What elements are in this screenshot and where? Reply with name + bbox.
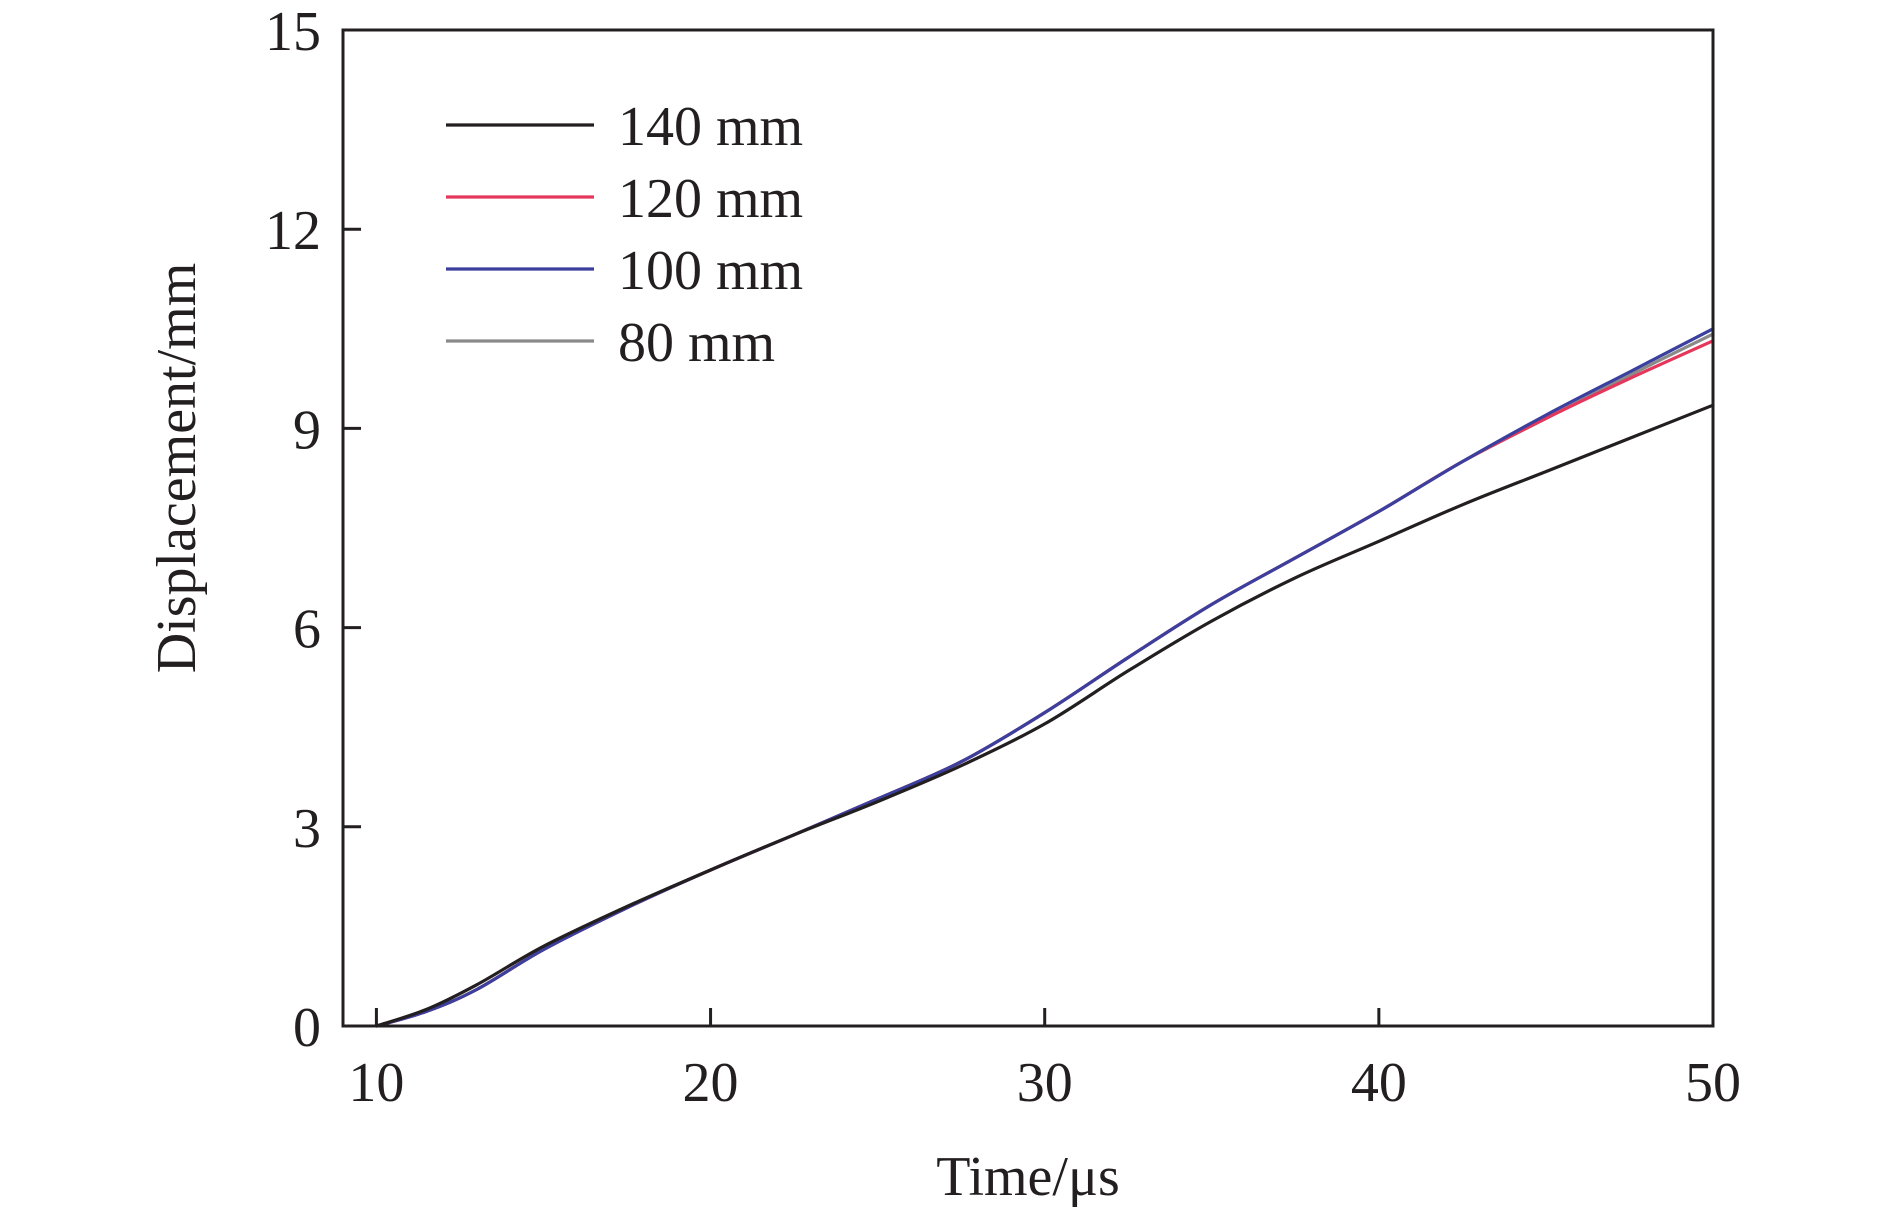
- plot-frame: [341, 28, 1715, 1028]
- y-tick-label: 3: [293, 798, 321, 860]
- legend: 140 mm 120 mm 100 mm 80 mm: [446, 96, 803, 374]
- x-tick-label: 10: [348, 1052, 404, 1114]
- series-layer: [374, 327, 1715, 1028]
- legend-label: 140 mm: [618, 96, 803, 158]
- x-tick-label: 20: [683, 1052, 739, 1114]
- x-axis-label: Time/μs: [936, 1146, 1120, 1208]
- y-tick-label: 9: [293, 399, 321, 461]
- y-tick-label: 6: [293, 599, 321, 661]
- y-axis-label: Displacement/mm: [146, 263, 208, 674]
- legend-label: 80 mm: [618, 312, 775, 374]
- series-line: [374, 403, 1715, 1028]
- legend-label: 100 mm: [618, 240, 803, 302]
- legend-label: 120 mm: [618, 168, 803, 230]
- y-tick-label: 15: [265, 1, 321, 63]
- series-line: [374, 332, 1715, 1028]
- y-tick-label: 0: [293, 997, 321, 1059]
- y-tick-label: 12: [265, 200, 321, 262]
- x-tick-label: 30: [1017, 1052, 1073, 1114]
- x-tick-label: 40: [1351, 1052, 1407, 1114]
- series-line: [374, 327, 1715, 1028]
- x-tick-label: 50: [1685, 1052, 1741, 1114]
- series-line: [374, 339, 1715, 1028]
- tick-layer: 10 20 30 40 50 0 3 6 9 12 15: [265, 1, 1741, 1114]
